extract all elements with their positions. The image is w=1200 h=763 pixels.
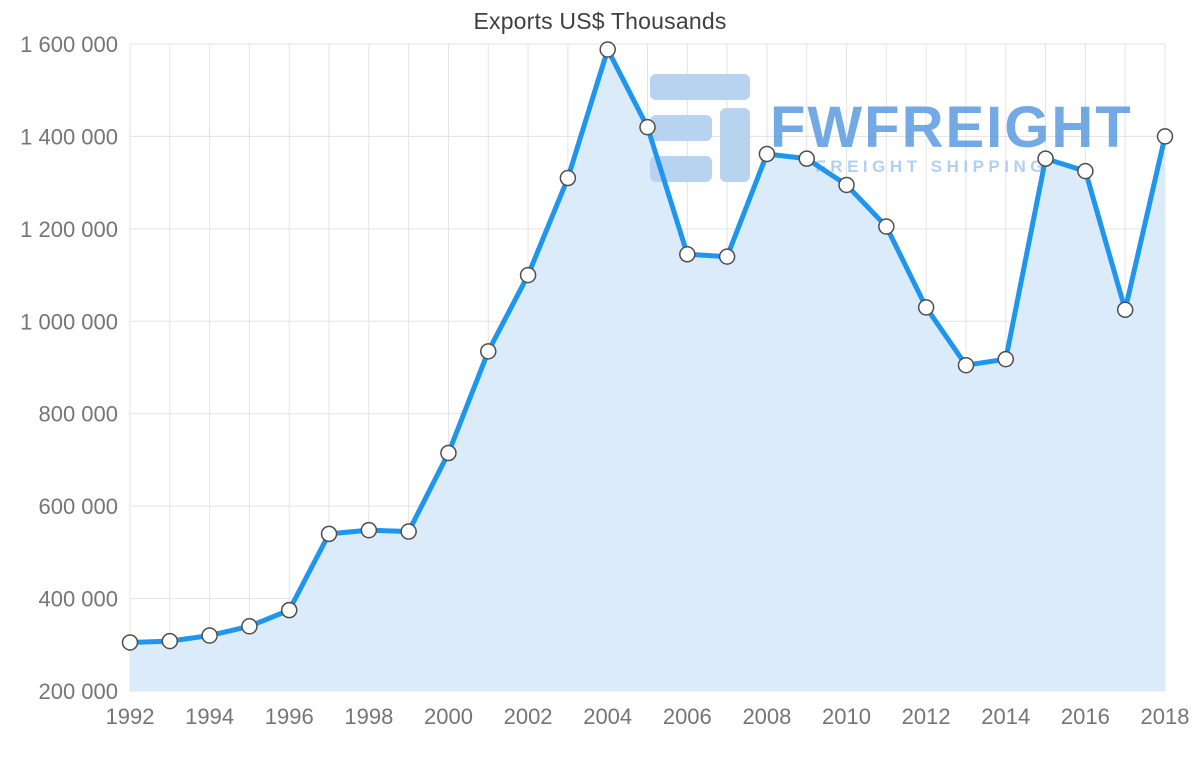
data-point-marker: [1156, 128, 1174, 145]
data-point-marker: [1116, 301, 1134, 318]
data-point-marker: [1037, 150, 1054, 167]
data-point-marker: [878, 218, 895, 235]
data-point-marker: [161, 632, 179, 650]
x-tick-label: 2002: [504, 704, 553, 729]
data-point-marker: [639, 118, 656, 136]
watermark-brand-text: FWFREIGHT: [770, 95, 1133, 160]
data-point-marker: [440, 444, 457, 462]
x-tick-label: 2008: [742, 704, 791, 729]
y-tick-label: 1 400 000: [20, 124, 118, 149]
data-point-marker: [559, 169, 577, 187]
logo-bar-top: [650, 74, 750, 100]
x-tick-label: 2006: [663, 704, 712, 729]
data-point-marker: [838, 176, 855, 194]
series-area-fill: [130, 49, 1165, 691]
y-tick-label: 800 000: [38, 402, 118, 427]
data-point-marker: [758, 145, 776, 163]
x-tick-label: 2012: [902, 704, 951, 729]
logo-bar-right: [720, 108, 750, 182]
data-point-marker: [400, 523, 417, 540]
data-point-marker: [241, 618, 258, 635]
logo-bar-bottom: [650, 156, 712, 182]
x-tick-label: 1996: [265, 704, 314, 729]
y-tick-label: 1 200 000: [20, 217, 118, 242]
data-point-marker: [519, 266, 537, 284]
x-tick-label: 2004: [583, 704, 632, 729]
watermark-tagline-text: FREIGHT SHIPPING: [815, 157, 1048, 176]
axis-label-layer: 200 000 400 000 600 000 800 000 1 000 000 1 2…: [20, 32, 1189, 729]
area-layer: [130, 49, 1165, 691]
x-tick-label: 1992: [106, 704, 155, 729]
data-point-marker: [280, 601, 298, 619]
marker-layer: [121, 41, 1174, 651]
data-point-marker: [201, 627, 218, 644]
x-tick-label: 2000: [424, 704, 473, 729]
data-point-marker: [1077, 162, 1094, 180]
x-tick-label: 2016: [1061, 704, 1110, 729]
chart-title: Exports US$ Thousands: [473, 8, 727, 34]
x-tick-label: 2014: [981, 704, 1030, 729]
y-tick-label: 200 000: [38, 679, 118, 704]
data-point-marker: [320, 525, 338, 543]
y-tick-label: 1 000 000: [20, 309, 118, 334]
data-point-marker: [718, 248, 736, 265]
x-tick-label: 2018: [1141, 704, 1190, 729]
data-point-marker: [957, 356, 975, 374]
logo-bar-middle: [650, 115, 712, 141]
data-point-marker: [917, 299, 935, 316]
data-point-marker: [679, 246, 696, 263]
watermark-logo: FWFREIGHT FREIGHT SHIPPING: [650, 74, 1133, 182]
x-tick-label: 2010: [822, 704, 871, 729]
data-point-marker: [360, 521, 378, 539]
x-tick-label: 1994: [185, 704, 234, 729]
data-point-marker: [480, 343, 497, 360]
data-point-marker: [121, 634, 139, 651]
y-tick-label: 400 000: [38, 587, 118, 612]
data-point-marker: [798, 150, 815, 167]
y-tick-label: 600 000: [38, 494, 118, 519]
data-point-marker: [997, 350, 1015, 368]
y-tick-label: 1 600 000: [20, 32, 118, 57]
x-tick-label: 1998: [344, 704, 393, 729]
data-point-marker: [599, 41, 616, 58]
